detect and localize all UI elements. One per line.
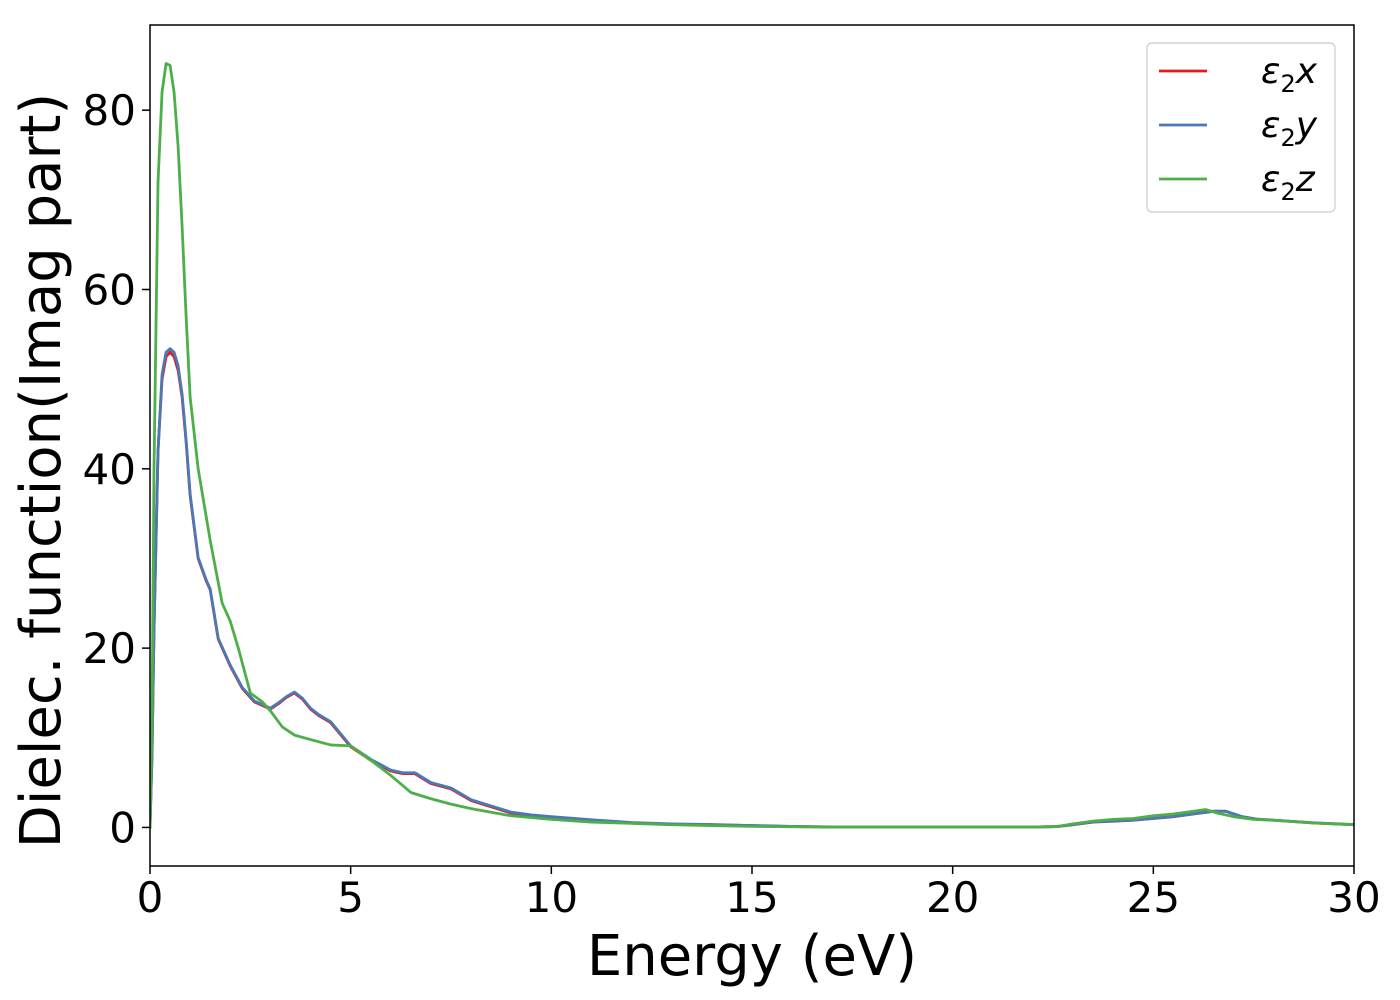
- legend-item-x: ε2x: [1159, 51, 1318, 98]
- x-tick-label: 0: [137, 873, 164, 922]
- legend-item-z: ε2z: [1159, 159, 1316, 206]
- x-tick-label: 15: [725, 873, 778, 922]
- legend-label: ε2y: [1261, 105, 1318, 152]
- x-tick-label: 10: [525, 873, 578, 922]
- y-axis-ticks: 0 20 40 60 80: [83, 86, 150, 852]
- y-tick-label: 40: [83, 445, 136, 494]
- x-tick-label: 5: [337, 873, 364, 922]
- legend-box: [1146, 42, 1336, 213]
- legend-item-y: ε2y: [1159, 105, 1318, 152]
- legend: ε2x ε2y ε2z: [1146, 42, 1336, 213]
- y-tick-label: 60: [83, 265, 136, 314]
- legend-label: ε2x: [1261, 51, 1318, 98]
- series-line-z: [150, 62, 1354, 829]
- series-line-y: [150, 347, 1354, 829]
- x-tick-label: 20: [926, 873, 979, 922]
- y-tick-label: 0: [109, 803, 136, 852]
- x-tick-label: 25: [1127, 873, 1180, 922]
- x-tick-label: 30: [1327, 873, 1380, 922]
- series-line-x: [150, 350, 1354, 829]
- legend-label: ε2z: [1261, 159, 1316, 206]
- y-tick-label: 20: [83, 624, 136, 673]
- x-axis-ticks: 0 5 10 15 20 25 30: [137, 866, 1381, 922]
- series-layer: [150, 62, 1354, 829]
- x-axis-label: Energy (eV): [587, 924, 917, 989]
- y-axis-label: Dielec. function(Imag part): [9, 93, 74, 849]
- y-tick-label: 80: [83, 86, 136, 135]
